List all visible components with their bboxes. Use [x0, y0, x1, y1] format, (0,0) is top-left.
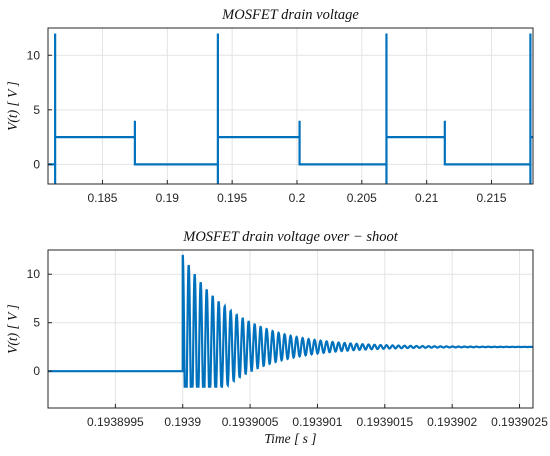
top-plot-frame [47, 27, 534, 185]
x-tick-label: 0.1939015 [356, 415, 413, 429]
x-tick-label: 0.205 [347, 191, 377, 205]
top-grid [48, 28, 533, 184]
y-tick-label: 5 [33, 316, 40, 330]
x-tick-label: 0.1939 [164, 415, 201, 429]
y-tick-label: 10 [27, 48, 41, 62]
top-plot-area [48, 28, 533, 184]
x-tick-label: 0.193901 [292, 415, 342, 429]
bottom-x-axis-label: Time [ s ] [264, 431, 316, 446]
x-tick-label: 0.21 [415, 191, 439, 205]
x-tick-label: 0.1939025 [491, 415, 548, 429]
x-tick-label: 0.185 [87, 191, 117, 205]
bottom-plot-frame [47, 249, 534, 409]
x-tick-label: 0.1939005 [222, 415, 279, 429]
y-tick-label: 0 [33, 157, 40, 171]
x-tick-label: 0.215 [476, 191, 506, 205]
top-chart: 0.185 0.19 0.195 0.2 0.205 0.21 0.215 0 5 10 MOS… [5, 7, 534, 205]
bottom-series-line [48, 254, 534, 389]
y-tick-label: 0 [33, 364, 40, 378]
bottom-x-tick-labels: 0.1938995 0.1939 0.1939005 0.193901 0.193901… [87, 415, 548, 429]
y-tick-label: 10 [27, 267, 41, 281]
bottom-chart: 0.1938995 0.1939 0.1939005 0.193901 0.193901… [5, 229, 548, 446]
top-y-axis-label: V(t) [ V ] [5, 81, 20, 131]
bottom-y-axis-label: V(t) [ V ] [5, 304, 20, 354]
top-x-tick-labels: 0.185 0.19 0.195 0.2 0.205 0.21 0.215 [87, 191, 506, 205]
top-y-tick-labels: 0 5 10 [27, 48, 41, 171]
x-tick-label: 0.19 [156, 191, 180, 205]
x-tick-label: 0.195 [217, 191, 247, 205]
y-tick-label: 5 [33, 103, 40, 117]
top-chart-title: MOSFET drain voltage [221, 7, 359, 23]
x-tick-label: 0.1938995 [87, 415, 144, 429]
top-series-line [48, 33, 533, 184]
bottom-y-tick-labels: 0 5 10 [27, 267, 41, 378]
bottom-plot-area [48, 250, 533, 408]
x-tick-label: 0.2 [289, 191, 306, 205]
bottom-chart-title: MOSFET drain voltage over − shoot [182, 229, 398, 245]
x-tick-label: 0.193902 [427, 415, 477, 429]
